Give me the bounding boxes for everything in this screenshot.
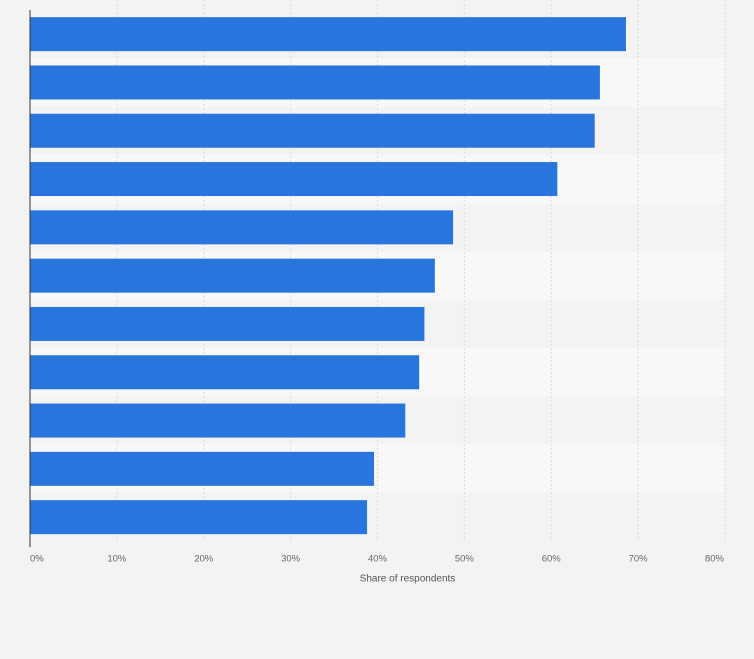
x-axis-title: Share of respondents xyxy=(360,573,456,584)
x-tick-labels: 0% 10% 20% 30% 40% 50% 60% 70% 80% xyxy=(30,553,725,564)
x-tick-label: 60% xyxy=(542,553,562,564)
bar[interactable] xyxy=(30,403,406,438)
bar[interactable] xyxy=(30,306,425,341)
x-tick-label: 20% xyxy=(194,553,214,564)
bar[interactable] xyxy=(30,162,558,197)
x-tick-label: 80% xyxy=(705,553,725,564)
bar[interactable] xyxy=(30,210,454,245)
bar[interactable] xyxy=(30,500,368,535)
bar[interactable] xyxy=(30,451,375,486)
x-tick-label: 30% xyxy=(281,553,301,564)
bar[interactable] xyxy=(30,258,435,293)
x-tick-label: 40% xyxy=(368,553,388,564)
bar[interactable] xyxy=(30,65,600,100)
x-tick-label: 10% xyxy=(107,553,127,564)
bars xyxy=(30,17,626,535)
bar[interactable] xyxy=(30,17,626,52)
bar[interactable] xyxy=(30,355,420,390)
x-tick-label: 70% xyxy=(629,553,649,564)
bar[interactable] xyxy=(30,113,595,148)
x-tick-label: 50% xyxy=(455,553,475,564)
x-tick-label: 0% xyxy=(30,553,44,564)
